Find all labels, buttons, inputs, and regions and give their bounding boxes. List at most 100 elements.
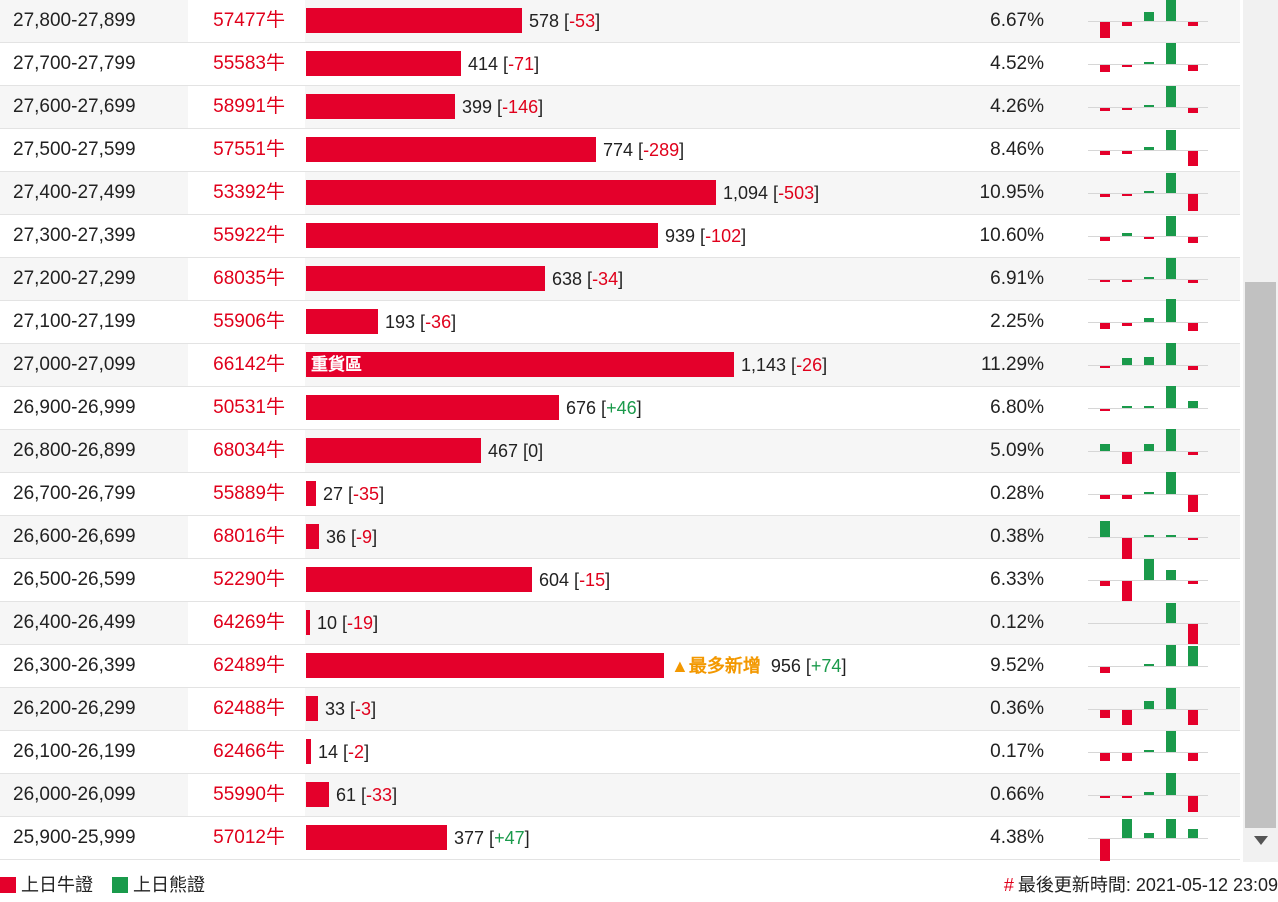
table-row[interactable]: 27,300-27,399 55922牛 939 [-102] 10.60% (0, 215, 1240, 258)
sparkline-bar (1144, 664, 1154, 666)
table-row[interactable]: 26,000-26,099 55990牛 61 [-33] 0.66% (0, 773, 1240, 817)
outstanding-count: 676 (566, 398, 597, 418)
table-row[interactable]: 26,400-26,499 64269牛 10 [-19] 0.12% (0, 602, 1240, 645)
percentage: 10.60% (979, 225, 1044, 246)
most-added-badge: ▲最多新增 (671, 656, 761, 676)
sparkline-baseline (1088, 64, 1208, 65)
percentage: 10.95% (979, 182, 1044, 203)
price-range: 27,400-27,499 (13, 182, 136, 203)
warrant-code-link[interactable]: 62466牛 (188, 731, 305, 773)
count-change-text: 193 [-36] (385, 312, 457, 332)
scroll-down-arrow-icon[interactable] (1254, 836, 1268, 845)
table-row[interactable]: 25,900-25,999 57012牛 377 [+47] 4.38% (0, 817, 1240, 861)
count-change-text: 774 [-289] (603, 140, 685, 160)
warrant-code-link[interactable]: 62489牛 (188, 645, 305, 687)
count-change: -33 (366, 785, 393, 805)
warrant-code-link[interactable]: 68016牛 (188, 516, 305, 558)
outstanding-count: 1,143 (741, 355, 787, 375)
price-range: 27,000-27,099 (13, 354, 136, 375)
count-change: +47 (494, 828, 525, 848)
table-row[interactable]: 26,100-26,199 62466牛 14 [-2] 0.17% (0, 731, 1240, 774)
table-row[interactable]: 26,300-26,399 62489牛 ▲最多新增 956 [+74] 9.52% (0, 645, 1240, 688)
table-row[interactable]: 26,900-26,999 50531牛 676 [+46] 6.80% (0, 386, 1240, 430)
warrant-code-link[interactable]: 55583牛 (188, 43, 305, 85)
table-row[interactable]: 27,200-27,299 68035牛 638 [-34] 6.91% (0, 258, 1240, 301)
warrant-code-link[interactable]: 55990牛 (188, 774, 305, 816)
warrant-code-link[interactable]: 66142牛 (188, 344, 305, 386)
sparkline-bar (1188, 22, 1198, 26)
legend-bull-label: 上日牛證 (21, 875, 93, 895)
warrant-code-link[interactable]: 53392牛 (188, 172, 305, 214)
table-row[interactable]: 27,800-27,899 57477牛 578 [-53] 6.67% (0, 0, 1240, 43)
sparkline-bar (1144, 406, 1154, 408)
price-range: 27,700-27,799 (13, 53, 136, 74)
legend-bear: 上日熊證 (112, 874, 205, 896)
warrant-code-link[interactable]: 55906牛 (188, 301, 305, 343)
outstanding-count: 467 (488, 441, 519, 461)
sparkline-bar (1166, 472, 1176, 494)
outstanding-bar (306, 567, 532, 592)
warrant-code-link[interactable]: 50531牛 (188, 387, 305, 429)
count-change: 0 (528, 441, 539, 461)
warrant-code-link[interactable]: 57012牛 (188, 817, 305, 859)
vertical-scrollbar[interactable] (1243, 0, 1278, 862)
sparkline-bar (1166, 216, 1176, 236)
sparkline-bar (1188, 538, 1198, 540)
sparkline-bar (1100, 108, 1110, 111)
last-updated-text: 最後更新時間: 2021-05-12 23:09 (1017, 875, 1278, 895)
sparkline-bar (1188, 753, 1198, 761)
table-row[interactable]: 27,100-27,199 55906牛 193 [-36] 2.25% (0, 299, 1240, 344)
percentage: 5.09% (990, 440, 1044, 461)
count-change-text: 578 [-53] (529, 11, 601, 31)
warrant-code-link[interactable]: 55889牛 (188, 473, 305, 515)
price-range: 26,900-26,999 (13, 397, 136, 418)
table-row[interactable]: 26,200-26,299 62488牛 33 [-3] 0.36% (0, 688, 1240, 731)
outstanding-count: 1,094 (723, 183, 769, 203)
warrant-code-link[interactable]: 62488牛 (188, 688, 305, 730)
table-row[interactable]: 27,500-27,599 57551牛 774 [-289] 8.46% (0, 129, 1240, 172)
outstanding-count: 61 (336, 785, 357, 805)
outstanding-bar (306, 180, 716, 205)
count-change-text: 14 [-2] (318, 742, 370, 762)
warrant-code-link[interactable]: 68034牛 (188, 430, 305, 472)
sparkline-bar (1166, 535, 1176, 537)
sparkline-bar (1144, 833, 1154, 838)
table-row[interactable]: 27,400-27,499 53392牛 1,094 [-503] 10.95% (0, 172, 1240, 215)
table-row[interactable]: 27,600-27,699 58991牛 399 [-146] 4.26% (0, 86, 1240, 129)
five-day-sparkline (1088, 472, 1208, 515)
sparkline-bar (1100, 581, 1110, 586)
table-row[interactable]: 26,800-26,899 68034牛 467 [0] 5.09% (0, 429, 1240, 473)
warrant-code-link[interactable]: 52290牛 (188, 559, 305, 601)
table-row[interactable]: 27,700-27,799 55583牛 414 [-71] 4.52% (0, 43, 1240, 86)
price-range: 26,500-26,599 (13, 569, 136, 590)
warrant-code-link[interactable]: 57551牛 (188, 129, 305, 171)
table-row[interactable]: 26,700-26,799 55889牛 27 [-35] 0.28% (0, 472, 1240, 516)
sparkline-bar (1188, 237, 1198, 243)
sparkline-bar (1144, 701, 1154, 709)
sparkline-bar (1144, 792, 1154, 795)
last-updated: # 最後更新時間: 2021-05-12 23:09 (1004, 874, 1278, 896)
table-row[interactable]: 26,600-26,699 68016牛 36 [-9] 0.38% (0, 516, 1240, 560)
outstanding-bar (306, 610, 310, 635)
sparkline-bar (1166, 130, 1176, 150)
warrant-code-link[interactable]: 64269牛 (188, 602, 305, 644)
sparkline-bar (1188, 829, 1198, 838)
count-change: -71 (508, 54, 535, 74)
percentage: 2.25% (990, 311, 1044, 332)
percentage: 0.12% (990, 612, 1044, 633)
outstanding-count: 27 (323, 484, 344, 504)
percentage: 6.91% (990, 268, 1044, 289)
outstanding-bar: 重貨區 (306, 352, 734, 377)
sparkline-baseline (1088, 236, 1208, 237)
five-day-sparkline (1088, 559, 1208, 601)
table-row[interactable]: 26,500-26,599 52290牛 604 [-15] 6.33% (0, 559, 1240, 602)
warrant-code-link[interactable]: 55922牛 (188, 215, 305, 257)
bull-distribution-table: 27,800-27,899 57477牛 578 [-53] 6.67% 27,700-… (0, 0, 1240, 861)
warrant-code-link[interactable]: 68035牛 (188, 258, 305, 300)
warrant-code-link[interactable]: 57477牛 (188, 0, 305, 42)
percentage: 8.46% (990, 139, 1044, 160)
scrollbar-thumb[interactable] (1245, 282, 1276, 828)
table-row[interactable]: 27,000-27,099 66142牛 重貨區 1,143 [-26] 11.29% (0, 343, 1240, 387)
warrant-code-link[interactable]: 58991牛 (188, 86, 305, 128)
five-day-sparkline (1088, 172, 1208, 214)
